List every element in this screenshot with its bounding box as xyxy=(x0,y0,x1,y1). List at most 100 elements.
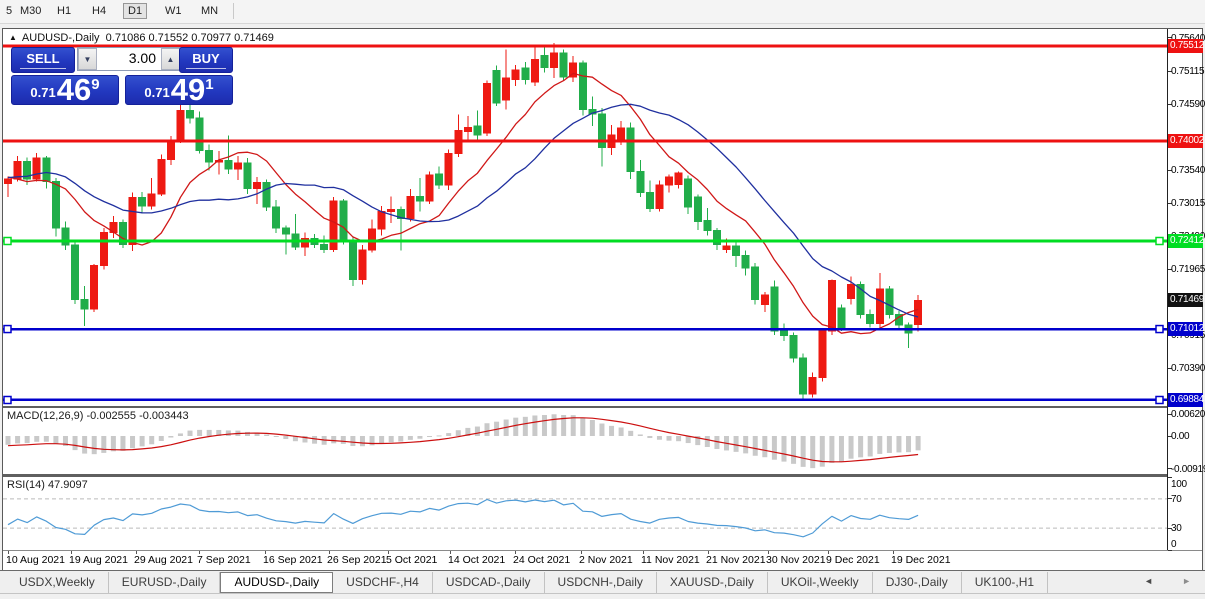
rsi-axis-label: 100 xyxy=(1171,479,1187,490)
candle-body xyxy=(51,180,60,229)
volume-increase-icon[interactable]: ▲ xyxy=(161,48,180,70)
date-tick xyxy=(450,551,451,554)
candle-body xyxy=(569,62,578,78)
volume-decrease-icon[interactable]: ▼ xyxy=(78,48,97,70)
candle-body xyxy=(712,229,721,245)
macd-histogram-bar xyxy=(484,423,490,436)
rsi-axis-label: 0 xyxy=(1171,539,1177,550)
candle-body xyxy=(80,299,89,310)
macd-histogram-bar xyxy=(245,431,250,436)
pane-separator[interactable] xyxy=(3,406,1202,408)
candle-body xyxy=(32,157,41,180)
pane-separator[interactable] xyxy=(3,474,1202,477)
macd-histogram-bar xyxy=(676,436,682,442)
candle-body xyxy=(751,266,760,301)
line-handle[interactable] xyxy=(3,324,12,334)
candle-body xyxy=(186,109,195,119)
candle-body xyxy=(597,113,606,148)
tab-usdx-weekly[interactable]: USDX,Weekly xyxy=(6,571,109,593)
timeframe-button-h4[interactable]: H4 xyxy=(92,5,107,17)
line-handle[interactable] xyxy=(3,395,12,405)
tab-audusd-daily[interactable]: AUDUSD-,Daily xyxy=(220,572,334,593)
date-axis[interactable]: 10 Aug 2021 19 Aug 2021 29 Aug 2021 7 Sep 2… xyxy=(3,551,1202,570)
buy-button[interactable]: BUY xyxy=(179,47,233,73)
candle-body xyxy=(272,206,281,229)
macd-histogram-bar xyxy=(398,436,404,442)
macd-histogram-bar xyxy=(225,430,231,436)
tab-usdchf-h4[interactable]: USDCHF-,H4 xyxy=(333,571,433,593)
macd-histogram-bar xyxy=(906,436,912,453)
macd-histogram-bar xyxy=(43,436,49,442)
chart-symbol-label: AUDUSD-,Daily xyxy=(21,32,100,44)
date-label: 29 Aug 2021 xyxy=(134,554,193,566)
tab-usdcad-daily[interactable]: USDCAD-,Daily xyxy=(433,571,545,593)
macd-histogram-bar xyxy=(283,436,289,440)
axis-tick-label: 0.74590 xyxy=(1171,99,1205,111)
rsi-indicator-pane[interactable]: RSI(14) 47.9097 xyxy=(3,477,1167,550)
price-axis[interactable]: 0.75640 0.75115 0.74590 0.73540 0.73015 0.724… xyxy=(1167,29,1205,551)
date-tick xyxy=(828,551,829,554)
macd-axis-label: -0.00919 xyxy=(1171,463,1205,475)
candle-body xyxy=(253,182,262,189)
price-chart-pane[interactable]: ▲ AUDUSD-,Daily 0.71086 0.71552 0.70977 0… xyxy=(3,29,1167,406)
timeframe-button-w1[interactable]: W1 xyxy=(165,5,182,17)
timeframe-button-mn[interactable]: MN xyxy=(201,5,219,17)
tab-usdcnh-daily[interactable]: USDCNH-,Daily xyxy=(545,571,657,593)
axis-tick xyxy=(1168,268,1172,270)
macd-histogram-bar xyxy=(264,434,270,436)
timeframe-button-h1[interactable]: H1 xyxy=(57,5,72,17)
chart-expand-icon[interactable]: ▲ xyxy=(9,33,17,42)
macd-histogram-bar xyxy=(427,436,433,437)
date-tick xyxy=(265,551,266,554)
axis-tick-label: 0.75115 xyxy=(1171,66,1205,77)
macd-histogram-bar xyxy=(666,436,672,441)
timeframe-button-5[interactable]: 5 xyxy=(6,5,13,17)
macd-histogram-bar xyxy=(551,414,557,436)
candle-body xyxy=(808,377,817,395)
macd-histogram-bar xyxy=(369,436,375,446)
candle-body xyxy=(4,178,12,184)
timeframe-button-m30[interactable]: M30 xyxy=(20,5,42,17)
sell-price-button[interactable]: 0.71 46 9 xyxy=(11,74,119,105)
tab-xauusd-daily[interactable]: XAUUSD-,Daily xyxy=(657,571,768,593)
macd-histogram-bar xyxy=(618,427,624,436)
macd-histogram-bar xyxy=(72,436,78,451)
line-handle[interactable] xyxy=(1155,324,1164,334)
chart-ohlc-header: ▲ AUDUSD-,Daily 0.71086 0.71552 0.70977 0… xyxy=(9,32,274,44)
macd-histogram-bar xyxy=(771,436,777,460)
candle-body xyxy=(770,286,779,332)
macd-histogram-bar xyxy=(130,436,136,449)
macd-indicator-pane[interactable]: MACD(12,26,9) -0.002555 -0.003443 xyxy=(3,408,1167,474)
candle-body xyxy=(703,219,712,231)
buy-price-prefix: 0.71 xyxy=(144,85,170,100)
tabs-scroll-left-icon[interactable]: ◄ xyxy=(1144,576,1153,586)
macd-histogram-bar xyxy=(541,415,547,436)
sell-price-pip-digit: 9 xyxy=(91,76,100,93)
macd-histogram-bar xyxy=(570,415,576,436)
price-badge: 0.71012 xyxy=(1168,322,1205,337)
one-click-trade-panel: SELL ▼ 3.00 ▲ BUY 0.71 46 9 0.71 49 xyxy=(11,47,233,105)
line-handle[interactable] xyxy=(1155,236,1164,246)
timeframe-toolbar: 5 M30 H1 H4 D1 W1 MN xyxy=(0,0,1205,24)
date-tick xyxy=(71,551,72,554)
tabs-scroll-right-icon[interactable]: ► xyxy=(1182,576,1191,586)
macd-histogram-bar xyxy=(819,436,825,467)
candle-body xyxy=(195,117,204,152)
macd-histogram-bar xyxy=(695,436,701,446)
tab-uk100-h1[interactable]: UK100-,H1 xyxy=(962,571,1049,593)
macd-histogram-bar xyxy=(589,420,595,436)
tab-eurusd-daily[interactable]: EURUSD-,Daily xyxy=(109,571,221,593)
date-label: 16 Sep 2021 xyxy=(263,554,323,566)
rsi-chart xyxy=(3,498,1167,538)
date-tick xyxy=(329,551,330,554)
tab-dj30-daily[interactable]: DJ30-,Daily xyxy=(873,571,962,593)
date-label: 14 Oct 2021 xyxy=(448,554,506,566)
timeframe-button-d1[interactable]: D1 xyxy=(123,3,148,19)
line-handle[interactable] xyxy=(1155,395,1164,405)
sell-button[interactable]: SELL xyxy=(11,47,75,73)
tab-ukoil-weekly[interactable]: UKOil-,Weekly xyxy=(768,571,873,593)
macd-histogram-bar xyxy=(197,429,203,436)
line-handle[interactable] xyxy=(3,236,12,246)
volume-input[interactable]: 3.00 xyxy=(97,48,161,70)
buy-price-button[interactable]: 0.71 49 1 xyxy=(125,74,233,105)
